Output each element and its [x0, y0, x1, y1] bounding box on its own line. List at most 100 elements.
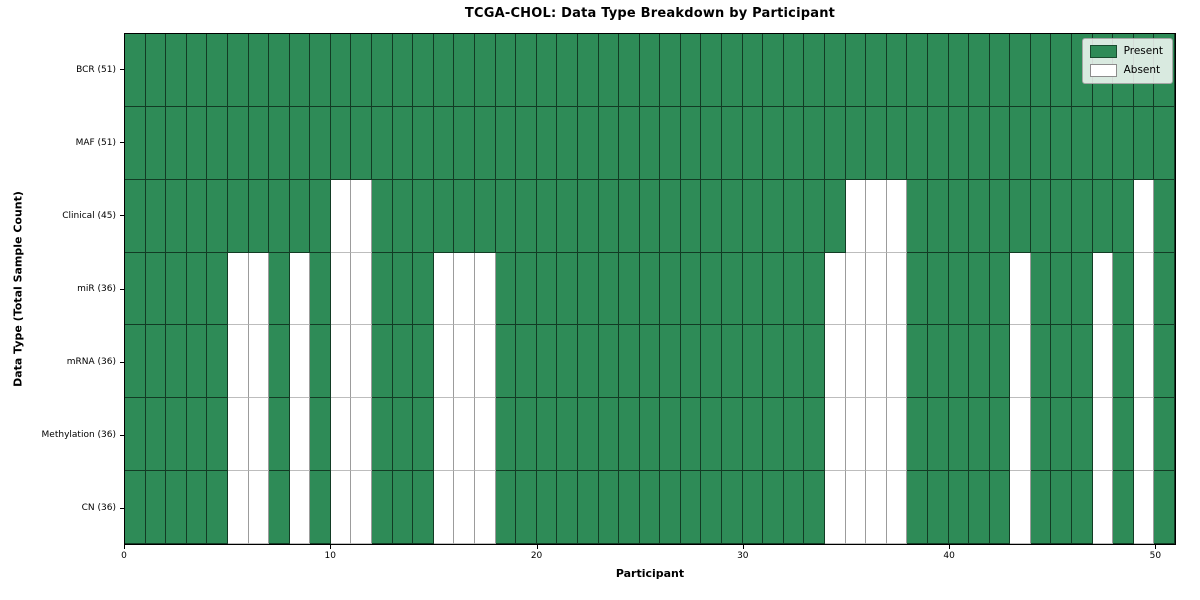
- cell-Methylation-participant-1-present: [145, 398, 167, 472]
- cell-Clinical-participant-46-present: [1072, 179, 1093, 253]
- cell-Clinical-participant-32-present: [783, 179, 805, 253]
- cell-Clinical-participant-41-present: [969, 179, 990, 253]
- y-tick-label-MAF: MAF (51): [75, 137, 116, 148]
- plot-area: [124, 33, 1176, 545]
- cell-Clinical-participant-6-present: [248, 179, 270, 253]
- cell-miR-participant-49-absent: [1133, 252, 1155, 326]
- cell-miR-participant-1-present: [145, 252, 167, 326]
- cell-MAF-participant-42-present: [989, 106, 1011, 180]
- cell-mRNA-participant-35-absent: [845, 325, 867, 399]
- cell-Methylation-participant-32-present: [783, 398, 805, 472]
- cell-MAF-participant-3-present: [186, 106, 208, 180]
- cell-MAF-participant-39-present: [927, 106, 949, 180]
- cell-miR-participant-44-present: [1030, 252, 1052, 326]
- cell-Clinical-participant-15-present: [433, 179, 455, 253]
- cell-Methylation-participant-40-present: [948, 398, 970, 472]
- cell-MAF-participant-6-present: [248, 106, 270, 180]
- cell-mRNA-participant-31-present: [763, 325, 784, 399]
- cell-miR-participant-39-present: [927, 252, 949, 326]
- cell-miR-participant-2-present: [166, 252, 187, 326]
- x-tick-label-30: 30: [737, 551, 749, 561]
- cell-Clinical-participant-4-present: [207, 179, 228, 253]
- cell-Clinical-participant-49-absent: [1133, 179, 1155, 253]
- cell-BCR-participant-16-present: [454, 34, 475, 107]
- cell-MAF-participant-26-present: [660, 106, 681, 180]
- cell-Methylation-participant-20-present: [536, 398, 558, 472]
- cell-CN-participant-19-present: [516, 471, 537, 544]
- cell-CN-participant-35-absent: [845, 471, 867, 544]
- x-tick-label-40: 40: [943, 551, 955, 561]
- cell-Clinical-participant-40-present: [948, 179, 970, 253]
- cell-miR-participant-50-present: [1154, 252, 1175, 326]
- cell-mRNA-participant-26-present: [660, 325, 681, 399]
- cell-mRNA-participant-30-present: [742, 325, 764, 399]
- cell-MAF-participant-43-present: [1010, 106, 1031, 180]
- cell-MAF-participant-27-present: [680, 106, 702, 180]
- cell-Methylation-participant-49-absent: [1133, 398, 1155, 472]
- cell-Methylation-participant-17-absent: [475, 398, 496, 472]
- cell-Methylation-participant-48-present: [1113, 398, 1134, 472]
- cell-CN-participant-3-present: [186, 471, 208, 544]
- cell-miR-participant-26-present: [660, 252, 681, 326]
- cell-CN-participant-39-present: [927, 471, 949, 544]
- cell-mRNA-participant-37-absent: [886, 325, 908, 399]
- cell-Clinical-participant-25-present: [639, 179, 661, 253]
- cell-MAF-participant-18-present: [495, 106, 517, 180]
- cell-BCR-participant-19-present: [516, 34, 537, 107]
- cell-miR-participant-25-present: [639, 252, 661, 326]
- cell-Clinical-participant-12-present: [372, 179, 393, 253]
- cell-MAF-participant-33-present: [804, 106, 825, 180]
- cell-CN-participant-24-present: [619, 471, 640, 544]
- cell-miR-participant-9-present: [310, 252, 331, 326]
- cell-BCR-participant-5-present: [227, 34, 249, 107]
- cell-Clinical-participant-8-present: [289, 179, 311, 253]
- cell-MAF-participant-47-present: [1092, 106, 1114, 180]
- cell-MAF-participant-41-present: [969, 106, 990, 180]
- cell-CN-participant-17-absent: [475, 471, 496, 544]
- cell-miR-participant-0-present: [125, 252, 146, 326]
- cell-CN-participant-11-absent: [351, 471, 373, 544]
- y-tick-mark: [120, 69, 124, 71]
- cell-BCR-participant-26-present: [660, 34, 681, 107]
- cell-CN-participant-41-present: [969, 471, 990, 544]
- cell-miR-participant-29-present: [722, 252, 743, 326]
- cell-Methylation-participant-33-present: [804, 398, 825, 472]
- cell-Clinical-participant-17-present: [475, 179, 496, 253]
- cell-miR-participant-36-absent: [866, 252, 887, 326]
- cell-mRNA-participant-33-present: [804, 325, 825, 399]
- cell-BCR-participant-44-present: [1030, 34, 1052, 107]
- cell-BCR-participant-29-present: [722, 34, 743, 107]
- cell-CN-participant-15-absent: [433, 471, 455, 544]
- cell-Clinical-participant-9-present: [310, 179, 331, 253]
- cell-MAF-participant-13-present: [392, 106, 414, 180]
- cell-MAF-participant-35-present: [845, 106, 867, 180]
- cell-Clinical-participant-35-absent: [845, 179, 867, 253]
- cell-Methylation-participant-14-present: [413, 398, 434, 472]
- cell-BCR-participant-42-present: [989, 34, 1011, 107]
- cell-mRNA-participant-28-present: [701, 325, 723, 399]
- cell-mRNA-participant-10-absent: [330, 325, 352, 399]
- cell-Clinical-participant-39-present: [927, 179, 949, 253]
- cell-BCR-participant-23-present: [598, 34, 620, 107]
- cell-MAF-participant-10-present: [330, 106, 352, 180]
- cell-Methylation-participant-34-absent: [825, 398, 846, 472]
- cell-miR-participant-11-absent: [351, 252, 373, 326]
- cell-miR-participant-41-present: [969, 252, 990, 326]
- cell-MAF-participant-30-present: [742, 106, 764, 180]
- cell-Methylation-participant-10-absent: [330, 398, 352, 472]
- cell-Clinical-participant-10-absent: [330, 179, 352, 253]
- cell-BCR-participant-8-present: [289, 34, 311, 107]
- cell-Clinical-participant-28-present: [701, 179, 723, 253]
- cell-Methylation-participant-5-absent: [227, 398, 249, 472]
- y-tick-label-mRNA: mRNA (36): [66, 357, 116, 368]
- cell-Methylation-participant-24-present: [619, 398, 640, 472]
- cell-mRNA-participant-34-absent: [825, 325, 846, 399]
- cell-MAF-participant-7-present: [269, 106, 290, 180]
- cell-miR-participant-19-present: [516, 252, 537, 326]
- cell-mRNA-participant-4-present: [207, 325, 228, 399]
- y-tick-mark: [120, 142, 124, 144]
- cell-Methylation-participant-12-present: [372, 398, 393, 472]
- cell-miR-participant-30-present: [742, 252, 764, 326]
- cell-miR-participant-47-absent: [1092, 252, 1114, 326]
- cell-BCR-participant-45-present: [1051, 34, 1073, 107]
